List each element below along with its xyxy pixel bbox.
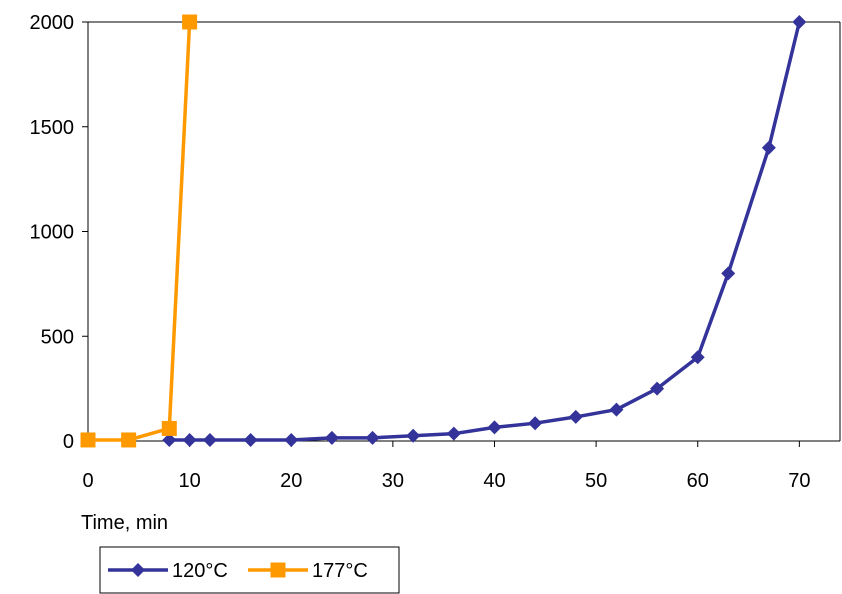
y-tick-label: 2000 <box>30 12 75 34</box>
data-point <box>528 416 543 431</box>
data-point <box>609 402 624 417</box>
series-line <box>169 21 802 442</box>
data-point <box>182 14 198 30</box>
series-line <box>88 21 192 442</box>
x-tick-label: 70 <box>788 470 810 492</box>
x-tick-label: 50 <box>585 470 607 492</box>
legend-items: 120°C 177°C <box>108 560 368 582</box>
plot-area <box>87 21 841 442</box>
data-point <box>162 432 177 447</box>
x-tick-label: 10 <box>178 470 200 492</box>
y-tick-label: 0 <box>63 431 74 453</box>
series-1 <box>80 14 198 448</box>
data-point <box>161 420 177 436</box>
x-tick-label: 60 <box>687 470 709 492</box>
y-tick-label: 1000 <box>30 222 75 244</box>
data-point <box>182 432 197 447</box>
x-tick-label: 0 <box>82 470 93 492</box>
x-tick-label: 30 <box>382 470 404 492</box>
data-point <box>487 420 502 435</box>
legend-item-0: 120°C <box>108 560 228 582</box>
y-tick-label: 1500 <box>30 117 75 139</box>
data-point <box>284 432 299 447</box>
data-point <box>650 381 665 396</box>
data-point <box>690 350 705 365</box>
data-point <box>406 428 421 443</box>
x-tick-label: 40 <box>483 470 505 492</box>
data-point <box>202 432 217 447</box>
y-tick-label: 500 <box>41 326 74 348</box>
legend-label: 177°C <box>312 560 368 582</box>
legend-label: 120°C <box>172 560 228 582</box>
x-axis-ticks: 0 10 20 30 40 50 60 70 <box>82 441 810 492</box>
series-layer <box>80 14 807 448</box>
legend-item-1: 177°C <box>248 560 368 582</box>
data-point <box>446 426 461 441</box>
series-0 <box>162 15 807 447</box>
data-point <box>792 15 807 29</box>
legend: 120°C 177°C <box>99 546 400 594</box>
y-axis-ticks: 0 500 1000 1500 2000 <box>30 12 88 453</box>
data-point <box>324 430 339 445</box>
data-point <box>80 432 96 448</box>
data-point <box>721 266 736 281</box>
data-point <box>121 432 137 448</box>
legend-marker <box>270 562 286 578</box>
x-tick-label: 20 <box>280 470 302 492</box>
data-point <box>243 432 258 447</box>
data-point <box>568 409 583 424</box>
legend-marker <box>131 563 145 577</box>
data-point <box>365 430 380 445</box>
x-axis-title: Time, min <box>81 512 168 534</box>
data-point <box>761 140 776 155</box>
